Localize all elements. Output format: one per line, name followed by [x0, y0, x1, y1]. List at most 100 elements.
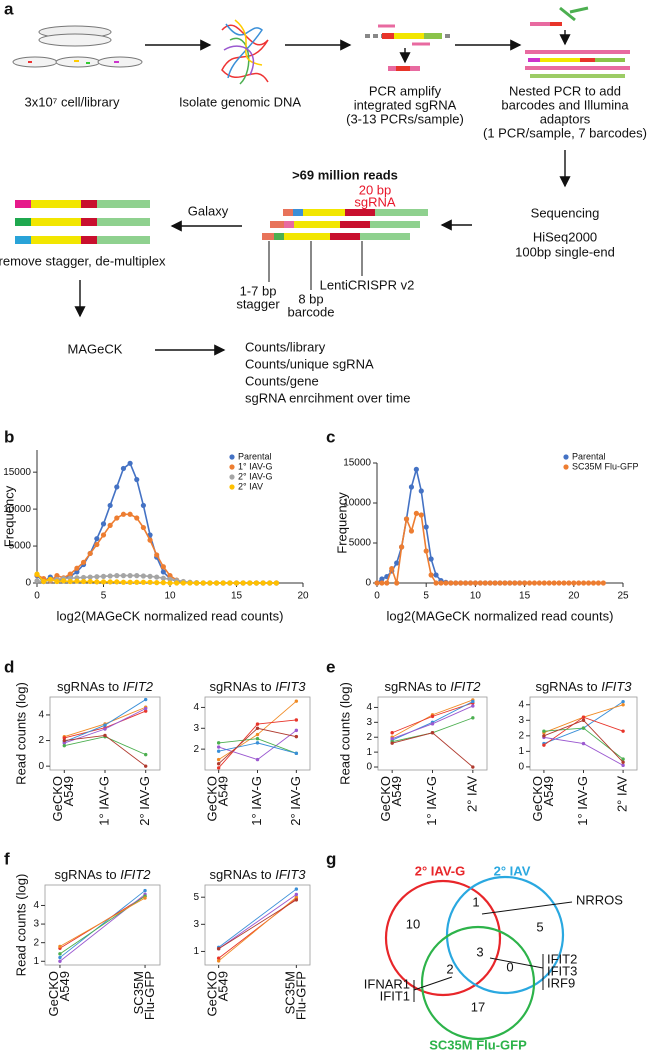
marker [273, 580, 279, 586]
region-count: 1 [472, 894, 479, 909]
marker [471, 716, 475, 720]
plot-frame [204, 884, 311, 966]
marker [621, 760, 625, 764]
marker [127, 460, 133, 466]
y-tick-label: 15000 [343, 458, 371, 469]
marker [220, 580, 226, 586]
marker [294, 734, 299, 739]
marker [433, 572, 439, 578]
legend-swatch [229, 484, 235, 490]
marker [467, 580, 474, 586]
marker [140, 524, 146, 531]
y-tick-label: 2 [518, 730, 524, 741]
marker [144, 706, 148, 711]
y-tick-label: 3 [33, 919, 39, 930]
marker [144, 709, 148, 713]
series-line [218, 894, 297, 950]
series-line [377, 512, 604, 584]
x-tick-label: A549 [389, 776, 404, 806]
marker [147, 573, 153, 579]
marker [260, 580, 266, 586]
marker [240, 580, 246, 586]
x-tick-label: 2° IAV-G [288, 776, 303, 826]
marker [458, 580, 464, 586]
annotation: stagger [236, 296, 280, 311]
marker [58, 955, 62, 960]
series-line [36, 513, 277, 584]
marker [430, 714, 435, 719]
marker [216, 766, 221, 770]
x-axis-label: log2(MAGeCK normalized read counts) [57, 608, 284, 623]
annotation: barcode [288, 304, 335, 319]
set-label: 2° IAV-G [415, 863, 465, 878]
marker [47, 576, 53, 582]
y-tick-label: 1 [33, 956, 39, 967]
x-axis-label: log2(MAGeCK normalized read counts) [387, 608, 614, 623]
marker [200, 580, 206, 586]
marker [390, 741, 394, 745]
marker [502, 580, 508, 586]
x-tick-label: 0 [374, 591, 380, 602]
title-gene: IFIT2 [450, 679, 481, 694]
marker [143, 888, 147, 893]
chart-title: sgRNAs to IFIT3 [535, 679, 632, 694]
y-tick-label: 3 [193, 919, 199, 930]
marker [531, 580, 538, 586]
marker [140, 502, 146, 509]
marker [551, 580, 557, 586]
region-count: 3 [476, 944, 483, 959]
legend-label: 2° IAV [238, 481, 263, 491]
read-bars [262, 209, 428, 290]
marker [58, 952, 62, 956]
x-tick-label: 25 [617, 591, 629, 602]
marker [471, 704, 475, 708]
nested-pcr-graphic [525, 6, 630, 78]
marker [374, 580, 380, 586]
y-tick-label: 2 [366, 732, 372, 743]
marker [134, 476, 140, 483]
legend-label: Parental [238, 451, 272, 461]
title-gene: IFIT3 [275, 867, 306, 882]
panel-label: d [4, 657, 14, 676]
marker [546, 580, 552, 586]
marker [408, 528, 415, 534]
marker [80, 578, 87, 585]
y-tick-label: 1 [366, 747, 372, 758]
demux-label: remove stagger, de-multiplex [0, 253, 166, 268]
y-tick-label: 4 [366, 702, 372, 713]
y-tick-label: 5 [193, 892, 199, 903]
sequencing-detail: 100bp single-end [515, 244, 615, 259]
marker [144, 752, 148, 757]
marker [94, 574, 100, 580]
y-tick-label: 3 [193, 723, 199, 734]
marker [566, 580, 572, 586]
marker [542, 734, 546, 738]
marker [160, 575, 166, 581]
marker [216, 741, 221, 745]
x-tick-label: Flu-GFP [142, 971, 157, 1020]
y-axis-label: Read counts (log) [13, 874, 28, 977]
marker [107, 579, 113, 585]
y-tick-label: 5000 [9, 541, 32, 552]
venn-circle [445, 875, 565, 995]
region-count: 2 [446, 961, 453, 976]
marker [114, 484, 120, 490]
marker [154, 574, 160, 580]
x-tick-label: GeCKO [205, 776, 220, 822]
marker [34, 578, 40, 584]
marker [384, 580, 390, 586]
marker [428, 556, 434, 562]
pcr-graphic [365, 24, 450, 71]
marker [595, 580, 602, 586]
marker [403, 516, 410, 522]
marker [167, 580, 173, 586]
y-tick-label: 0 [518, 762, 524, 773]
marker [561, 580, 567, 586]
legend-label: SC35M Flu-GFP [572, 461, 639, 471]
marker [100, 521, 107, 527]
marker [147, 579, 153, 585]
panel-label: c [326, 427, 335, 446]
panel-label: f [4, 849, 10, 868]
